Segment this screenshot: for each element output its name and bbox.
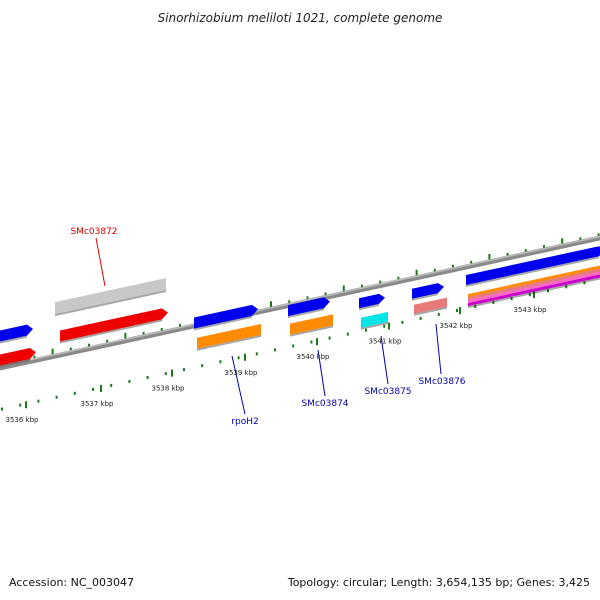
gene-label-SMc03872: SMc03872	[70, 227, 117, 237]
gene-arrow[interactable]	[359, 293, 385, 309]
gene-label-rpoH2: rpoH2	[231, 417, 258, 427]
gene-arrow[interactable]	[194, 304, 258, 329]
pseudo-gene-bar[interactable]	[55, 278, 166, 315]
cds-orange-bar[interactable]	[290, 314, 333, 335]
cds-orange-bar-shadow	[290, 325, 333, 337]
gene-arrow[interactable]	[0, 324, 33, 342]
ruler-tick-label: 3536 kbp	[6, 416, 40, 424]
ruler-tick-label: 3538 kbp	[152, 385, 186, 393]
cds-red-arrow[interactable]	[0, 347, 36, 366]
cds-multi-stripe[interactable]	[468, 270, 600, 304]
ruler-tick-label: 3537 kbp	[81, 400, 115, 408]
cds-pink-bar[interactable]	[414, 297, 447, 314]
label-leader-line	[95, 237, 106, 287]
gene-label-SMc03874: SMc03874	[301, 399, 348, 409]
cds-multi-stripe[interactable]	[468, 273, 600, 307]
gene-arrow-shadow	[466, 256, 599, 288]
cds-red-arrow-shadow	[60, 319, 162, 344]
cds-red-arrow[interactable]	[60, 308, 168, 342]
gene-arrow[interactable]	[466, 246, 600, 286]
accession-label: Accession: NC_003047	[9, 576, 134, 589]
gene-label-SMc03875: SMc03875	[364, 387, 411, 397]
gene-arrow-shadow	[359, 303, 379, 311]
ruler-tick-label: 3541 kbp	[369, 338, 403, 346]
label-leader-line	[380, 335, 389, 385]
cds-multi-stripe-shadow	[468, 277, 600, 309]
cds-multi-stripe[interactable]	[468, 264, 600, 298]
gene-arrow[interactable]	[412, 283, 444, 299]
ruler-tick-label: 3540 kbp	[297, 353, 331, 361]
backbone-highlight	[0, 235, 600, 368]
cds-multi-stripe[interactable]	[468, 267, 600, 301]
ruler-tick-label: 3542 kbp	[440, 322, 474, 330]
gene-label-SMc03876: SMc03876	[418, 377, 465, 387]
label-leader-line	[317, 349, 326, 397]
ruler-tick-label: 3543 kbp	[514, 306, 548, 314]
gene-arrow-shadow	[288, 308, 324, 319]
cds-orange-bar-shadow	[197, 334, 261, 351]
lower-tick-track: 3536 kbp 3537 kbp 3538 kbp 3539 kbp 3540 kbp…	[1, 281, 586, 424]
cds-cyan-bar[interactable]	[361, 311, 388, 328]
cds-pink-bar-shadow	[414, 306, 447, 316]
ruler-tick-label: 3539 kbp	[225, 369, 259, 377]
label-leader-line	[435, 323, 442, 375]
cds-orange-bar[interactable]	[197, 323, 261, 349]
cds-cyan-bar-shadow	[361, 321, 388, 330]
gene-labels: SMc03872 rpoH2 SMc03874 SMc03875 SMc03876	[70, 227, 465, 427]
gene-arrow-shadow	[194, 315, 252, 331]
feature-track[interactable]	[0, 246, 600, 368]
pseudo-gene-bar-shadow	[55, 290, 166, 317]
label-leader-line	[231, 355, 246, 415]
genome-stats-label: Topology: circular; Length: 3,654,135 bp…	[287, 576, 590, 589]
cds-red-arrow-shadow	[0, 358, 30, 368]
gene-arrow[interactable]	[288, 297, 330, 317]
map-title: Sinorhizobium meliloti 1021, complete ge…	[158, 11, 443, 25]
gene-arrow-shadow	[0, 335, 27, 344]
gene-arrow-shadow	[412, 293, 438, 301]
